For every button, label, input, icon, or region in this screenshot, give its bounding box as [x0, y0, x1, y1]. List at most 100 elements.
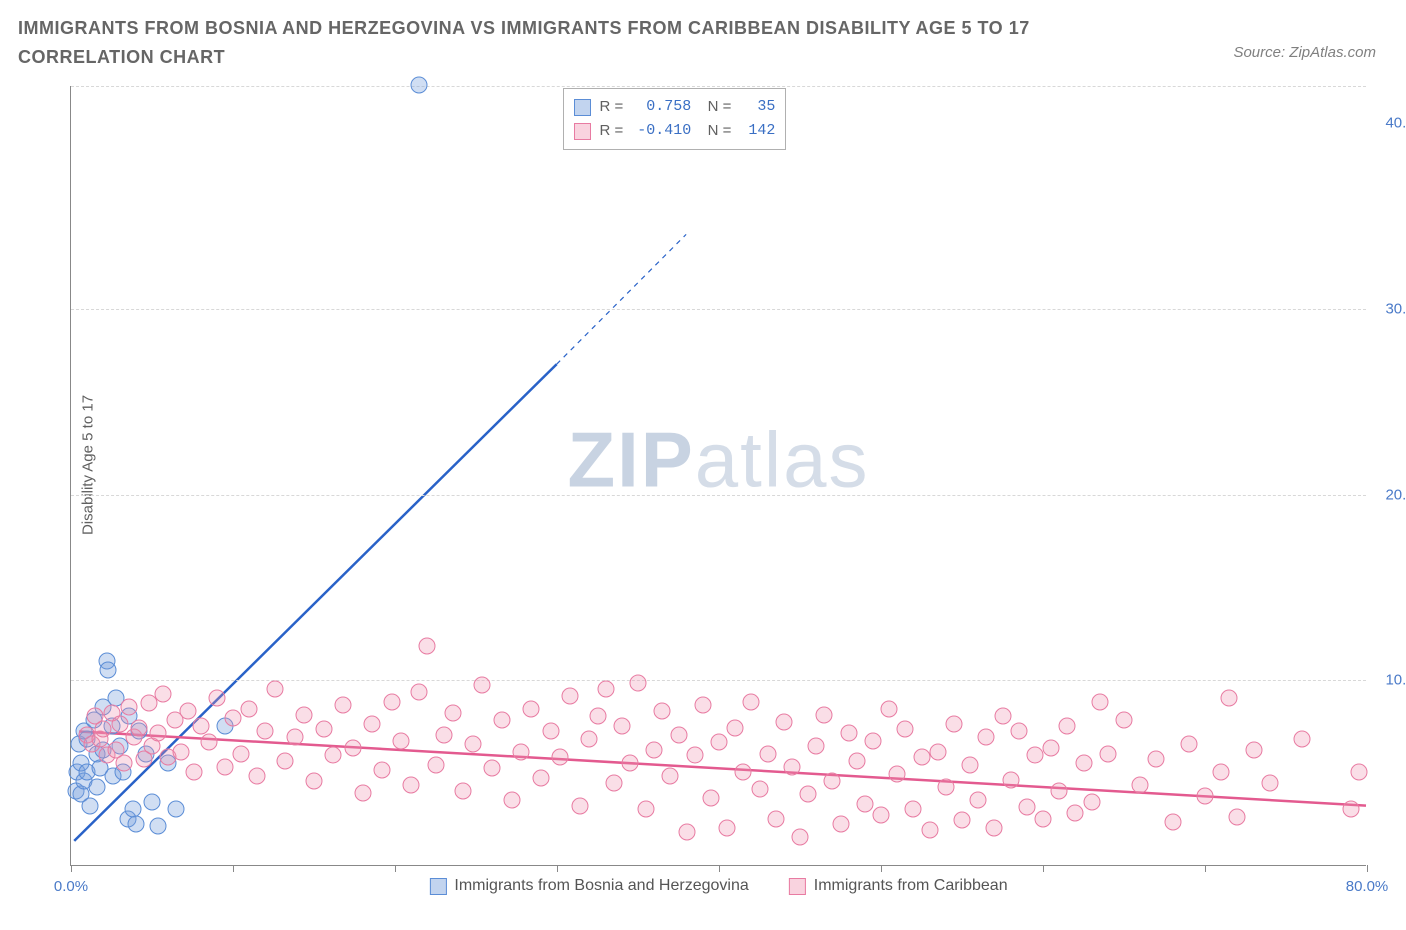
data-point — [1116, 712, 1133, 729]
data-point — [840, 725, 857, 742]
data-point — [581, 730, 598, 747]
data-point — [1099, 745, 1116, 762]
legend-swatch — [574, 123, 591, 140]
y-tick-label: 40.0% — [1385, 115, 1406, 132]
data-point — [662, 767, 679, 784]
data-point — [364, 715, 381, 732]
data-point — [816, 706, 833, 723]
data-point — [792, 829, 809, 846]
data-point — [249, 767, 266, 784]
x-tick-mark — [1043, 865, 1044, 872]
y-tick-label: 30.0% — [1385, 300, 1406, 317]
data-point — [464, 736, 481, 753]
data-point — [864, 732, 881, 749]
data-point — [678, 823, 695, 840]
stat-r-label: R = — [599, 119, 623, 143]
x-tick-mark — [1367, 865, 1368, 872]
y-tick-label: 10.0% — [1385, 672, 1406, 689]
data-point — [1350, 764, 1367, 781]
data-point — [711, 734, 728, 751]
data-point — [192, 717, 209, 734]
legend-label: Immigrants from Bosnia and Herzegovina — [454, 877, 748, 895]
data-point — [686, 747, 703, 764]
data-point — [638, 801, 655, 818]
data-point — [374, 762, 391, 779]
data-point — [1083, 793, 1100, 810]
data-point — [354, 784, 371, 801]
chart-title: IMMIGRANTS FROM BOSNIA AND HERZEGOVINA V… — [18, 14, 1118, 72]
stat-n-value: 35 — [739, 95, 775, 119]
data-point — [832, 816, 849, 833]
data-point — [751, 780, 768, 797]
series-legend: Immigrants from Bosnia and HerzegovinaIm… — [429, 877, 1007, 895]
stats-legend-row: R =0.758 N =35 — [574, 95, 775, 119]
data-point — [208, 689, 225, 706]
data-point — [111, 715, 128, 732]
x-tick-mark — [557, 865, 558, 872]
data-point — [694, 697, 711, 714]
data-point — [296, 706, 313, 723]
data-point — [419, 637, 436, 654]
data-point — [970, 792, 987, 809]
data-point — [571, 797, 588, 814]
gridline — [71, 495, 1366, 496]
title-area: IMMIGRANTS FROM BOSNIA AND HERZEGOVINA V… — [18, 14, 1118, 72]
legend-swatch — [429, 878, 446, 895]
legend-swatch — [574, 99, 591, 116]
data-point — [1132, 777, 1149, 794]
data-point — [383, 693, 400, 710]
watermark: ZIPatlas — [567, 414, 869, 505]
data-point — [954, 812, 971, 829]
x-tick-mark — [881, 865, 882, 872]
data-point — [808, 738, 825, 755]
x-tick-mark — [1205, 865, 1206, 872]
data-point — [1245, 741, 1262, 758]
watermark-zip: ZIP — [567, 415, 694, 503]
data-point — [393, 732, 410, 749]
data-point — [88, 779, 105, 796]
data-point — [1197, 788, 1214, 805]
data-point — [523, 701, 540, 718]
data-point — [150, 725, 167, 742]
data-point — [1294, 730, 1311, 747]
trend-line-extension — [557, 234, 687, 364]
data-point — [621, 754, 638, 771]
gridline — [71, 86, 1366, 87]
data-point — [1059, 717, 1076, 734]
data-point — [561, 688, 578, 705]
data-point — [503, 792, 520, 809]
x-tick-label: 0.0% — [54, 878, 88, 895]
data-point — [155, 686, 172, 703]
data-point — [1067, 805, 1084, 822]
data-point — [719, 819, 736, 836]
gridline — [71, 309, 1366, 310]
data-point — [913, 749, 930, 766]
legend-swatch — [789, 878, 806, 895]
data-point — [484, 760, 501, 777]
stat-r-value: 0.758 — [631, 95, 691, 119]
stat-n-label: N = — [699, 95, 731, 119]
data-point — [881, 701, 898, 718]
data-point — [613, 717, 630, 734]
data-point — [670, 727, 687, 744]
data-point — [150, 818, 167, 835]
data-point — [168, 801, 185, 818]
data-point — [945, 715, 962, 732]
data-point — [1051, 782, 1068, 799]
data-point — [1043, 740, 1060, 757]
data-point — [1018, 799, 1035, 816]
data-point — [1180, 736, 1197, 753]
data-point — [435, 727, 452, 744]
data-point — [216, 758, 233, 775]
data-point — [315, 721, 332, 738]
data-point — [276, 753, 293, 770]
data-point — [775, 714, 792, 731]
data-point — [1075, 754, 1092, 771]
data-point — [848, 753, 865, 770]
data-point — [493, 712, 510, 729]
data-point — [325, 747, 342, 764]
data-point — [646, 741, 663, 758]
data-point — [403, 777, 420, 794]
data-point — [344, 740, 361, 757]
data-point — [702, 790, 719, 807]
